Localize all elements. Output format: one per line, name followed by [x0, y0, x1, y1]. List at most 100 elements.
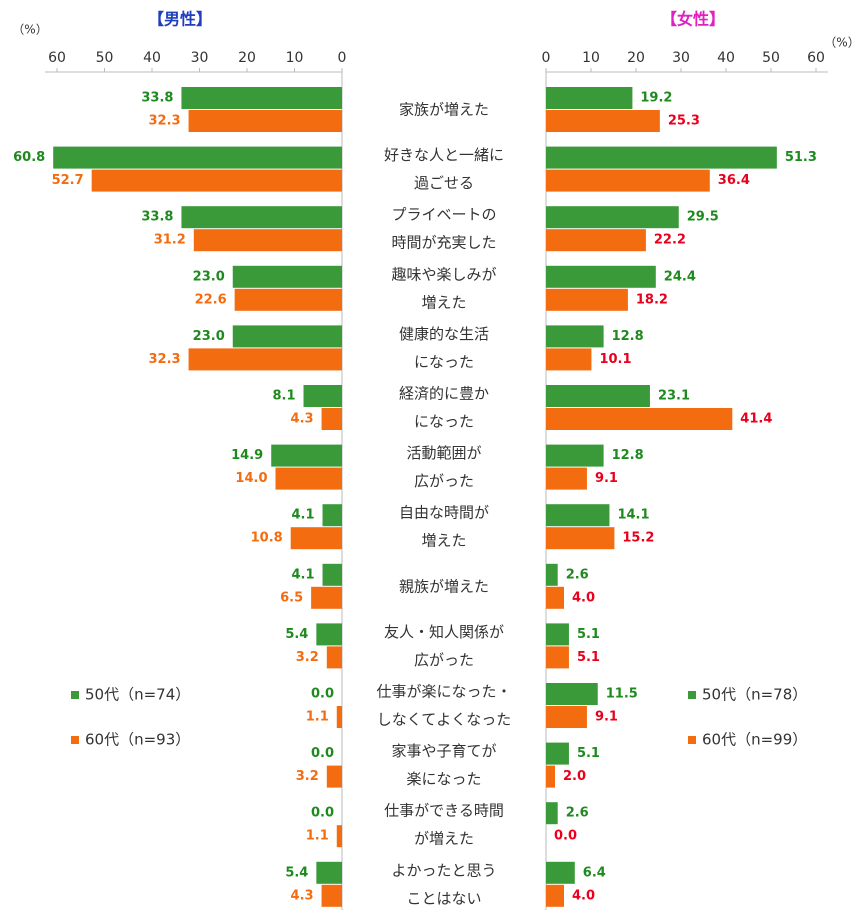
legend-label: 60代（n=99） [702, 731, 807, 749]
bar [546, 110, 660, 132]
data-label: 60.8 [13, 150, 45, 165]
data-label: 2.6 [566, 567, 589, 582]
x-tick-label: 20 [627, 50, 645, 66]
legend-swatch [688, 691, 696, 699]
bar [546, 87, 633, 109]
bar [546, 288, 628, 311]
bar [234, 288, 342, 311]
data-label: 0.0 [311, 687, 334, 702]
bar [322, 504, 342, 527]
bar [546, 742, 569, 765]
category-label: 過ごせる [414, 174, 474, 192]
data-label: 4.3 [291, 888, 314, 903]
unit-label: （%） [12, 23, 47, 37]
category-label: 家族が増えた [399, 101, 489, 119]
data-label: 19.2 [640, 91, 672, 106]
category-label: 友人・知人関係が [384, 623, 504, 641]
data-label: 3.2 [296, 769, 319, 784]
category-label: が増えた [414, 830, 474, 848]
x-tick-label: 30 [672, 50, 690, 66]
category-label: 仕事ができる時間 [384, 802, 504, 820]
bar [546, 563, 558, 586]
data-label: 11.5 [606, 687, 638, 702]
data-label: 15.2 [622, 531, 654, 546]
category-label: 活動範囲が [406, 444, 481, 462]
bar [546, 527, 615, 550]
x-tick-label: 0 [338, 50, 347, 66]
category-label: 健康的な生活 [399, 325, 489, 343]
x-tick-label: 10 [582, 50, 600, 66]
x-tick-label: 20 [238, 50, 256, 66]
bar [275, 467, 342, 490]
data-label: 4.1 [291, 567, 314, 582]
data-label: 6.5 [280, 590, 303, 605]
data-label: 29.5 [687, 210, 719, 225]
data-label: 22.6 [195, 292, 227, 307]
bar [232, 265, 342, 288]
data-label: 32.3 [148, 114, 180, 129]
bar [546, 683, 598, 705]
data-label: 4.0 [572, 888, 595, 903]
x-tick-label: 40 [717, 50, 735, 66]
data-label: 32.3 [148, 352, 180, 367]
data-label: 2.6 [566, 806, 589, 821]
data-label: 5.4 [285, 627, 308, 642]
bar [336, 706, 342, 728]
bar [321, 408, 342, 430]
category-label: 好きな人と一緒に [384, 146, 504, 164]
data-label: 51.3 [785, 150, 817, 165]
category-label: 経済的に豊か [399, 385, 489, 403]
bar [546, 146, 777, 169]
panel-title: 【女性】 [661, 10, 725, 29]
data-label: 2.0 [563, 769, 586, 784]
bar [181, 87, 342, 109]
bar [546, 265, 656, 288]
bar [316, 623, 342, 646]
bar [546, 467, 587, 490]
category-label: 増えた [421, 532, 466, 550]
category-label: プライベートの [391, 206, 496, 224]
data-label: 31.2 [154, 233, 186, 248]
data-label: 5.1 [577, 650, 600, 665]
category-label: 家事や子育てが [391, 742, 496, 760]
data-label: 23.0 [193, 329, 225, 344]
bar [546, 802, 558, 825]
data-label: 22.2 [654, 233, 686, 248]
bar [546, 408, 733, 430]
bar [322, 563, 342, 586]
legend-swatch [688, 736, 696, 744]
bar [546, 385, 650, 407]
bar [326, 765, 342, 788]
category-label: 親族が増えた [399, 577, 489, 595]
category-label: よかったと思う [391, 861, 496, 879]
bar [311, 586, 342, 609]
data-label: 4.1 [291, 508, 314, 523]
data-label: 14.0 [235, 471, 267, 486]
data-label: 9.1 [595, 710, 618, 725]
bar [546, 623, 569, 646]
bar [193, 229, 342, 252]
bar [188, 110, 342, 132]
legend-swatch [71, 691, 79, 699]
category-label: ことはない [406, 889, 481, 907]
data-label: 4.3 [291, 412, 314, 427]
panel-title: 【男性】 [148, 10, 212, 29]
bar [326, 646, 342, 669]
legend-label: 50代（n=78） [702, 686, 807, 704]
data-label: 10.8 [251, 531, 283, 546]
category-label: になった [414, 413, 474, 431]
bar [181, 206, 342, 229]
category-label: 楽になった [406, 770, 481, 788]
data-label: 14.1 [617, 508, 649, 523]
bar [546, 884, 564, 907]
data-label: 18.2 [636, 292, 668, 307]
category-label: 仕事が楽になった・ [376, 683, 511, 701]
x-tick-label: 60 [807, 50, 825, 66]
data-label: 41.4 [740, 412, 772, 427]
data-label: 33.8 [141, 210, 173, 225]
data-label: 1.1 [306, 710, 329, 725]
data-label: 36.4 [718, 173, 750, 188]
bar [290, 527, 342, 550]
category-label: 自由な時間が [399, 504, 489, 522]
